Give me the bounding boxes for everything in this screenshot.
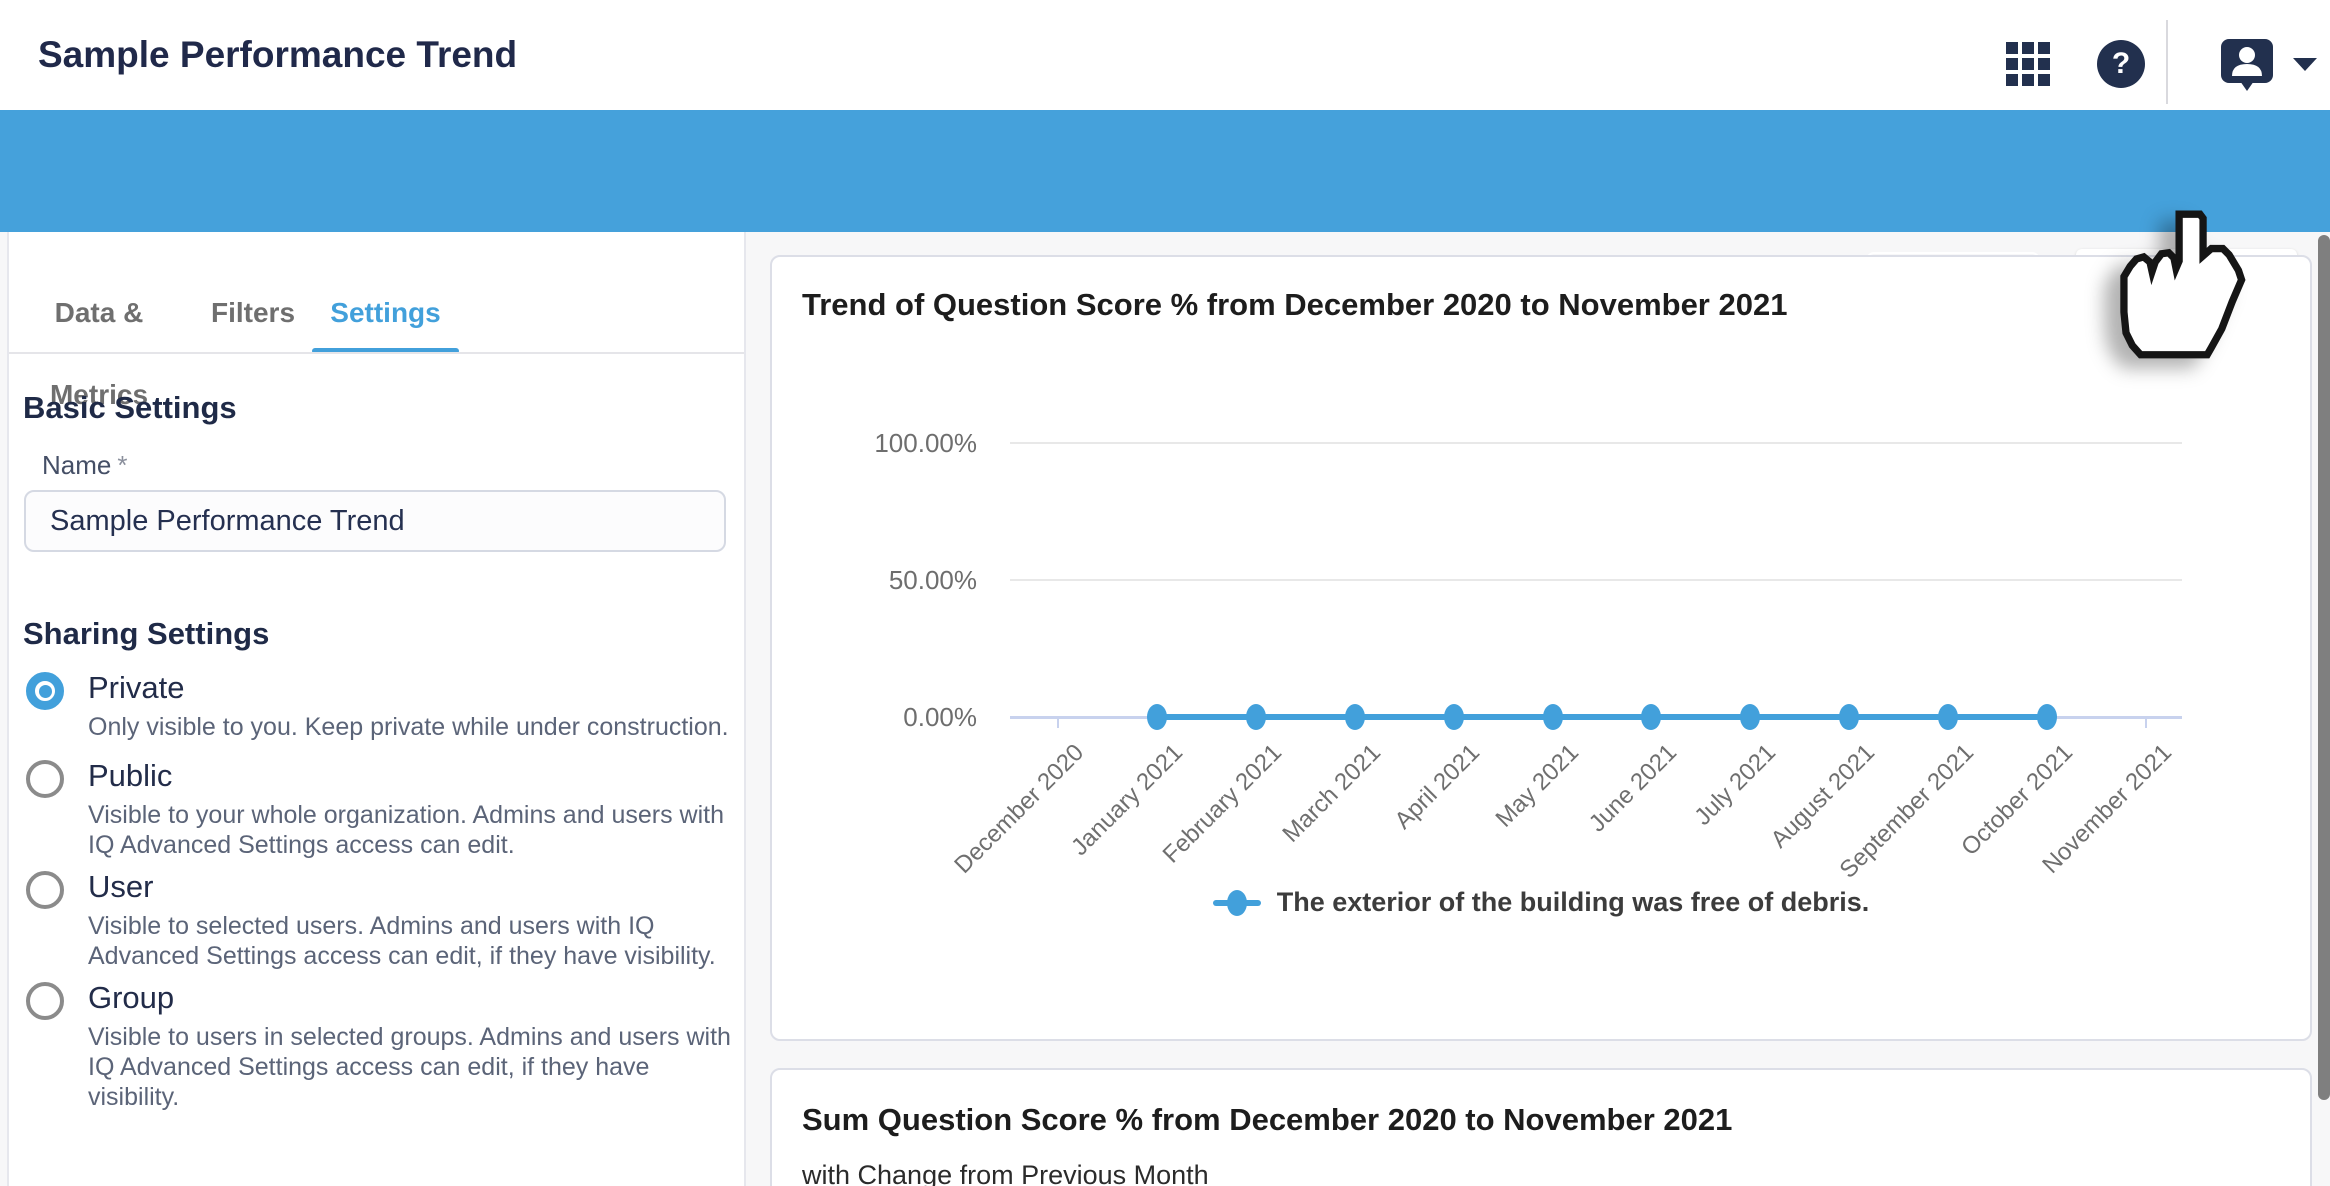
radio-description: Visible to your whole organization. Admi…	[88, 801, 724, 859]
x-axis-tick	[2144, 718, 2147, 728]
radio-description: Only visible to you. Keep private while …	[88, 713, 729, 741]
chart-gridline	[1010, 579, 2182, 581]
chart-legend: The exterior of the building was free of…	[772, 887, 2310, 918]
tab-filters[interactable]: Filters	[210, 297, 296, 328]
chevron-down-icon[interactable]	[2292, 56, 2318, 72]
radio-icon[interactable]	[26, 982, 64, 1020]
help-icon[interactable]: ?	[2096, 39, 2146, 89]
tab-data-metrics[interactable]: Data & Metrics	[49, 297, 149, 410]
radio-option-group[interactable]: Group Visible to users in selected group…	[26, 980, 744, 1112]
y-axis-tick-label: 0.00%	[903, 702, 977, 732]
settings-panel: Data & Metrics Filters Settings Basic Se…	[7, 232, 746, 1186]
app-header: Sample Performance Trend ?	[0, 0, 2330, 110]
sharing-settings-heading: Sharing Settings	[23, 616, 270, 651]
data-point[interactable]	[1641, 704, 1662, 730]
data-point[interactable]	[1344, 704, 1365, 730]
data-point[interactable]	[1245, 704, 1266, 730]
radio-icon[interactable]	[26, 760, 64, 798]
svg-text:?: ?	[2112, 47, 2130, 80]
trend-chart-plot: 100.00% 50.00% 0.00% December 2020 January 2…	[772, 257, 2310, 1039]
radio-option-private[interactable]: Private Only visible to you. Keep privat…	[26, 670, 729, 742]
sum-chart-title: Sum Question Score % from December 2020 …	[802, 1102, 1733, 1137]
name-field-label: Name *	[42, 450, 128, 480]
radio-option-public[interactable]: Public Visible to your whole organizatio…	[26, 758, 724, 860]
action-toolbar: Cancel Save	[0, 110, 2330, 323]
data-point[interactable]	[1443, 704, 1464, 730]
tabs-divider	[9, 352, 744, 354]
sum-chart-card: Sum Question Score % from December 2020 …	[770, 1068, 2312, 1186]
radio-description: Visible to selected users. Admins and us…	[88, 912, 716, 970]
radio-label: Private	[88, 670, 185, 705]
radio-icon[interactable]	[26, 871, 64, 909]
radio-option-user[interactable]: User Visible to selected users. Admins a…	[26, 869, 716, 971]
radio-label: User	[88, 869, 154, 904]
data-point[interactable]	[1740, 704, 1761, 730]
data-point[interactable]	[1542, 704, 1563, 730]
data-point[interactable]	[2037, 704, 2057, 730]
name-input[interactable]	[24, 490, 726, 552]
page-title: Sample Performance Trend	[38, 34, 518, 75]
trend-chart-title: Trend of Question Score % from December …	[802, 287, 1788, 322]
tab-settings[interactable]: Settings	[312, 272, 459, 354]
account-badge-icon[interactable]	[2218, 36, 2276, 94]
required-asterisk: *	[117, 450, 128, 480]
radio-label: Group	[88, 980, 175, 1015]
legend-label: The exterior of the building was free of…	[1276, 887, 1870, 917]
data-point[interactable]	[1839, 704, 1860, 730]
y-axis-tick-label: 100.00%	[874, 428, 977, 458]
y-axis-tick-label: 50.00%	[888, 565, 977, 595]
data-point[interactable]	[1146, 704, 1167, 730]
legend-series-icon	[1212, 889, 1261, 916]
radio-label: Public	[88, 758, 173, 793]
legend-dot	[1226, 889, 1247, 916]
radio-description: Visible to users in selected groups. Adm…	[88, 1023, 731, 1111]
basic-settings-heading: Basic Settings	[23, 390, 237, 425]
trend-chart-card: Trend of Question Score % from December …	[770, 255, 2312, 1041]
series-line	[1156, 714, 2047, 720]
chart-gridline	[1010, 442, 2182, 444]
radio-icon[interactable]	[26, 672, 64, 710]
header-divider	[2166, 20, 2168, 104]
vertical-scrollbar-thumb[interactable]	[2318, 235, 2330, 1100]
data-point[interactable]	[1938, 704, 1959, 730]
sum-chart-subtitle: with Change from Previous Month	[802, 1160, 1209, 1186]
apps-grid-icon[interactable]	[2006, 42, 2050, 86]
x-axis-tick	[1057, 718, 1059, 728]
